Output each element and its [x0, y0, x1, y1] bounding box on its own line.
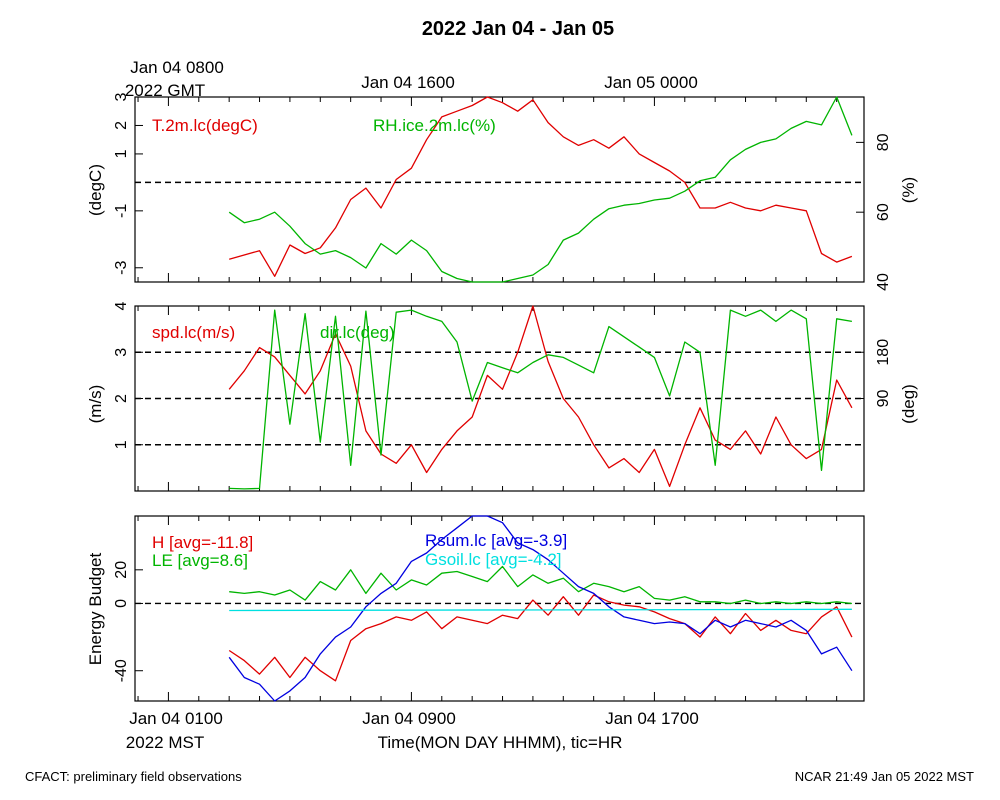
- y2-tick-label: 90: [875, 390, 892, 408]
- chart-title: 2022 Jan 04 - Jan 05: [422, 18, 614, 40]
- legend-wind-speed: spd.lc(m/s): [152, 323, 235, 342]
- legend-rh-ice: RH.ice.2m.lc(%): [373, 116, 496, 135]
- y-tick-label: -3: [113, 261, 130, 275]
- panel-1-y2label: (%): [899, 177, 918, 203]
- top-axis-label-1600: Jan 04 1600: [361, 73, 455, 92]
- y-tick-label: -1: [113, 204, 130, 218]
- y-tick-label: 2: [113, 394, 130, 403]
- series-line-dir-lc-deg: [229, 309, 853, 490]
- top-axis-year-label: 2022 GMT: [125, 81, 205, 100]
- y2-tick-label: 60: [875, 203, 892, 221]
- series-line-rh-ice-2m-lc: [228, 96, 853, 283]
- y-tick-label: 1: [113, 149, 130, 158]
- panel-3-frame: [134, 515, 865, 702]
- bottom-axis-year-label: 2022 MST: [126, 733, 204, 752]
- series-line-h: [228, 594, 853, 682]
- legend-le: LE [avg=8.6]: [152, 551, 248, 570]
- legend-h: H [avg=-11.8]: [152, 533, 253, 552]
- series-line-le: [229, 565, 852, 605]
- panel-3-ylabel: Energy Budget: [86, 552, 105, 665]
- legend-rsum: Rsum.lc [avg=-3.9]: [425, 531, 567, 550]
- y-tick-label: 2: [113, 121, 130, 130]
- y2-tick-label: 40: [875, 273, 892, 291]
- series-line-gsoil-lc: [229, 608, 852, 612]
- y-tick-label: 20: [113, 561, 130, 579]
- top-axis-first-label: Jan 04 0800: [130, 58, 224, 77]
- legend-temperature: T.2m.lc(degC): [152, 116, 258, 135]
- legend-gsoil: Gsoil.lc [avg=-4.2]: [425, 550, 562, 569]
- footer-right: NCAR 21:49 Jan 05 2022 MST: [795, 769, 974, 784]
- x-axis-title: Time(MON DAY HHMM), tic=HR: [378, 733, 623, 752]
- bottom-axis-label-0100: Jan 04 0100: [129, 709, 223, 728]
- footer-left: CFACT: preliminary field observations: [25, 769, 242, 784]
- top-axis-label-0000: Jan 05 0000: [604, 73, 698, 92]
- series-line-rsum-lc: [228, 515, 853, 702]
- y2-tick-label: 80: [875, 133, 892, 151]
- y-tick-label: 4: [113, 301, 130, 310]
- panel-2-y2label: (deg): [899, 384, 918, 424]
- panel-2-ylabel: (m/s): [86, 385, 105, 424]
- y-tick-label: 3: [113, 92, 130, 101]
- y-tick-label: 1: [113, 440, 130, 449]
- panel-1-ylabel: (degC): [86, 164, 105, 216]
- bottom-axis-label-1700: Jan 04 1700: [605, 709, 699, 728]
- y-tick-label: 0: [113, 599, 130, 608]
- y2-tick-label: 180: [875, 339, 892, 366]
- y-tick-label: 3: [113, 348, 130, 357]
- legend-wind-direction: dir.lc(deg): [320, 323, 395, 342]
- series-line-t-2m-lc-degc: [229, 96, 853, 277]
- bottom-axis-label-0900: Jan 04 0900: [362, 709, 456, 728]
- y-tick-label: -40: [113, 659, 130, 682]
